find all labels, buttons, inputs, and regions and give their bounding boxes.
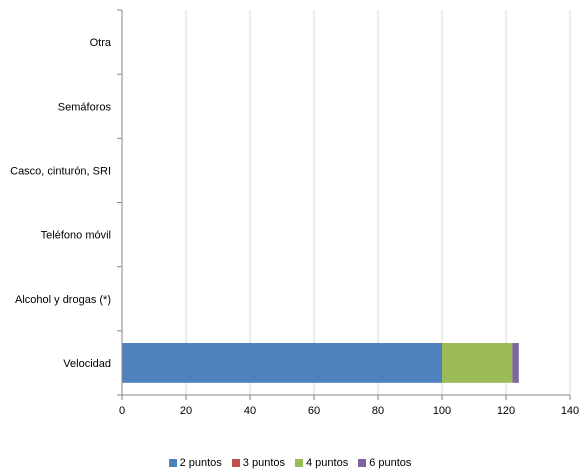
- category-label-0: Velocidad: [63, 358, 111, 370]
- x-tick-label-0: 0: [119, 405, 125, 417]
- category-label-4: Semáforos: [58, 101, 112, 113]
- legend-label: 6 puntos: [369, 457, 412, 469]
- legend-item-3-puntos: 3 puntos: [231, 457, 285, 469]
- legend-swatch: [358, 459, 367, 467]
- category-label-3: Casco, cinturón, SRI: [10, 165, 111, 177]
- bar-2-puntos-0: [122, 343, 442, 383]
- category-label-2: Teléfono móvil: [41, 230, 111, 242]
- gridlines: [185, 10, 571, 395]
- axis-labels: 0 20 40 60 80 100 120 140 Velocidad Alcohol y dro…: [10, 37, 579, 417]
- legend-label: 2 puntos: [179, 457, 222, 469]
- x-tick-label-60: 60: [308, 405, 320, 417]
- legend-swatch: [231, 459, 240, 467]
- category-label-5: Otra: [90, 37, 112, 49]
- legend-swatch: [168, 459, 177, 467]
- legend-swatch: [295, 459, 303, 467]
- stacked-bar-chart: 0 20 40 60 80 100 120 140 Velocidad Alcohol y dro…: [10, 9, 579, 417]
- legend-label: 4 puntos: [306, 457, 349, 469]
- x-tick-label-80: 80: [372, 405, 384, 417]
- x-tick-label-40: 40: [244, 405, 256, 417]
- legend-label: 3 puntos: [242, 457, 285, 469]
- bar-6-puntos-0: [512, 343, 519, 383]
- legend-item-2-puntos: 2 puntos: [168, 457, 222, 469]
- x-tick-label-120: 120: [497, 405, 515, 417]
- x-tick-label-100: 100: [433, 405, 451, 417]
- bar-4-puntos-0: [442, 343, 513, 383]
- legend: 2 puntos 3 puntos 4 puntos 6 puntos: [0, 457, 580, 469]
- bars: [122, 343, 519, 383]
- x-tick-label-20: 20: [180, 405, 192, 417]
- axes: [117, 9, 571, 400]
- x-tick-label-140: 140: [561, 405, 579, 417]
- legend-item-4-puntos: 4 puntos: [295, 457, 348, 469]
- category-label-1: Alcohol y drogas (*): [15, 294, 111, 306]
- legend-item-6-puntos: 6 puntos: [358, 457, 411, 469]
